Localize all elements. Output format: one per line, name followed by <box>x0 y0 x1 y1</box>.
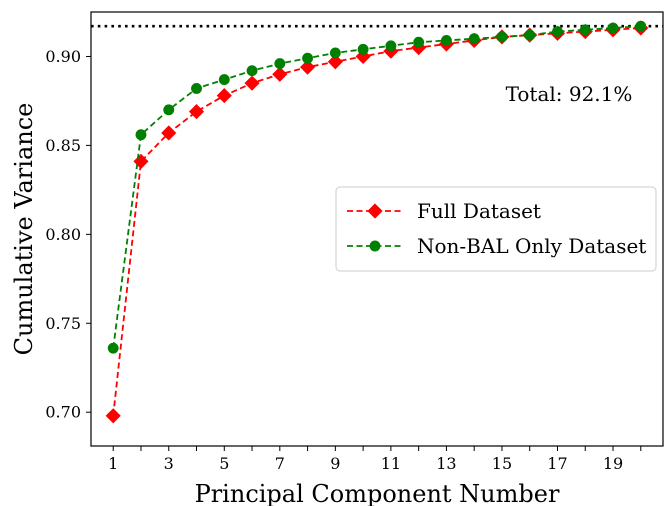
data-point <box>274 58 286 70</box>
y-axis-label: Cumulative Variance <box>10 103 38 356</box>
y-tick-label: 0.80 <box>45 225 81 244</box>
data-point <box>135 129 147 141</box>
data-point <box>161 125 177 141</box>
y-tick-label: 0.75 <box>45 314 81 333</box>
data-point <box>440 35 452 46</box>
data-point <box>413 36 425 48</box>
x-tick-label: 19 <box>603 454 623 473</box>
x-tick-label: 9 <box>330 454 340 473</box>
legend: Full Dataset Non-BAL Only Dataset <box>335 186 657 272</box>
y-axis: 0.70 0.75 0.80 0.85 0.90 <box>45 47 91 422</box>
total-annotation: Total: 92.1% <box>506 82 633 106</box>
x-tick-label: 3 <box>164 454 174 473</box>
series-2 <box>107 20 647 354</box>
data-point <box>468 33 480 45</box>
x-tick-label: 7 <box>275 454 285 473</box>
y-tick-label: 0.90 <box>45 47 81 66</box>
x-tick-label: 13 <box>436 454 456 473</box>
legend-marker <box>369 240 381 252</box>
data-point <box>218 74 230 86</box>
data-point <box>188 104 205 120</box>
data-point <box>302 52 314 64</box>
x-tick-label: 5 <box>219 454 229 473</box>
data-point <box>216 88 232 104</box>
series-layer <box>105 20 649 424</box>
y-tick-label: 0.70 <box>45 403 81 422</box>
data-point <box>244 75 260 91</box>
y-tick-label: 0.85 <box>45 136 81 155</box>
data-point <box>246 65 258 77</box>
legend-marker <box>367 203 383 219</box>
data-point <box>357 43 369 55</box>
data-point <box>105 408 121 424</box>
legend-label: Full Dataset <box>417 199 541 223</box>
data-point <box>329 47 341 59</box>
data-point <box>272 66 288 82</box>
x-tick-label: 15 <box>492 454 512 473</box>
data-point <box>607 22 619 34</box>
data-point <box>327 54 343 70</box>
legend-label: Non-BAL Only Dataset <box>417 234 646 258</box>
data-point <box>163 104 175 116</box>
legend-box <box>335 186 657 272</box>
plot-area-frame <box>90 11 664 447</box>
data-point <box>107 342 119 354</box>
data-point <box>635 20 647 32</box>
data-point <box>191 83 202 94</box>
x-tick-label: 1 <box>108 454 118 473</box>
data-point <box>552 26 563 38</box>
data-point <box>524 29 536 41</box>
x-axis-label: Principal Component Number <box>195 480 560 506</box>
data-point <box>579 24 591 36</box>
data-point <box>496 31 508 43</box>
x-axis: 1 3 5 7 9 11 13 15 17 19 <box>108 446 642 473</box>
data-point <box>385 40 397 52</box>
x-tick-label: 17 <box>547 454 567 473</box>
x-tick-label: 11 <box>381 454 401 473</box>
data-point <box>300 59 316 75</box>
